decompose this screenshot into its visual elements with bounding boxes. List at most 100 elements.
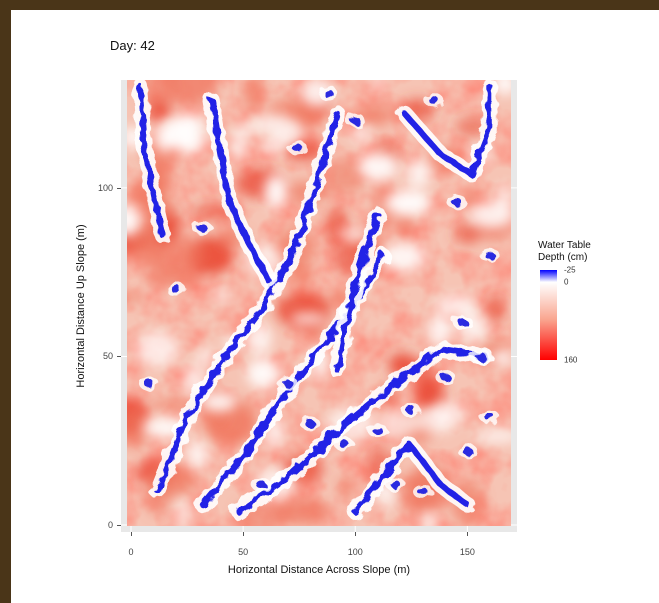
x-axis-label: Horizontal Distance Across Slope (m): [227, 564, 411, 576]
legend-tick-label: 160: [564, 355, 578, 365]
warm-blob: [127, 291, 146, 304]
legend-tick-label: -25: [564, 265, 576, 275]
water-channel: [137, 83, 166, 239]
white-blob: [231, 128, 248, 142]
white-blob: [300, 80, 334, 107]
water-patch: [462, 446, 473, 455]
water-channel: [154, 110, 341, 495]
white-blob: [197, 348, 214, 365]
x-tick-mark: [243, 532, 245, 536]
warm-blob: [462, 189, 480, 207]
water-patch: [439, 372, 450, 381]
legend-title: Water Table Depth (cm): [538, 240, 591, 263]
warm-blob: [244, 80, 264, 112]
color-legend: Water Table Depth (cm) -25 0 160: [538, 240, 591, 365]
water-patch: [350, 116, 361, 125]
warm-blob: [454, 223, 482, 245]
water-patch: [457, 318, 468, 327]
x-tick-mark: [467, 532, 469, 536]
water-patch: [170, 285, 181, 294]
white-blob: [495, 80, 511, 96]
chart-title: Day: 42: [110, 38, 155, 53]
white-blob: [385, 189, 431, 216]
y-tick-label: 50: [102, 351, 113, 362]
y-tick-label: 0: [107, 520, 113, 530]
x-tick-mark: [355, 532, 357, 536]
water-patch: [323, 89, 334, 98]
warm-blob: [275, 497, 331, 525]
warm-blob: [146, 99, 171, 122]
water-patch: [372, 426, 383, 435]
water-patch: [406, 406, 417, 415]
white-blob: [239, 120, 276, 134]
white-blob: [135, 331, 179, 367]
white-blob: [271, 118, 305, 145]
water-patch: [484, 251, 495, 260]
blue-channels: [132, 80, 498, 520]
white-blob: [492, 350, 511, 366]
water-channel: [352, 441, 471, 515]
water-patch: [417, 487, 428, 496]
warm-blob: [414, 369, 439, 409]
white-blob: [497, 183, 511, 214]
white-blob: [475, 429, 511, 444]
white-blob: [289, 313, 327, 325]
legend-gradient: [540, 270, 557, 360]
white-blob: [175, 498, 191, 526]
white-blob: [435, 295, 477, 316]
water-patch: [428, 96, 439, 105]
water-channel: [208, 97, 273, 286]
white-blob: [406, 159, 432, 187]
warm-blob: [144, 268, 203, 288]
x-tick-label: 150: [459, 547, 475, 557]
white-blob: [246, 359, 280, 389]
water-patch: [143, 379, 154, 388]
white-blob: [264, 174, 288, 209]
y-axis-label-text: Horizontal Distance Up Slope (m): [75, 224, 87, 388]
white-blob: [371, 80, 385, 90]
blue-patches: [138, 86, 500, 499]
water-channel: [235, 346, 489, 515]
water-patch: [291, 143, 302, 152]
x-tick-label: 50: [238, 547, 249, 557]
water-channel: [334, 211, 381, 373]
water-patch: [475, 352, 486, 361]
warm-blob: [286, 265, 314, 287]
white-blob: [167, 126, 210, 153]
white-blob: [351, 122, 373, 144]
water-channel: [401, 83, 493, 178]
white-blob: [379, 410, 419, 438]
white-blob: [421, 511, 438, 526]
white-blob: [259, 138, 285, 154]
raster-layer: [127, 80, 511, 526]
legend-colorbar: [540, 270, 557, 360]
warm-blob: [337, 475, 355, 500]
water-patch: [390, 480, 401, 489]
white-blob: [428, 315, 452, 346]
y-tick-mark: [117, 525, 121, 526]
water-patch: [339, 440, 350, 449]
water-patch: [197, 224, 208, 233]
warm-blob: [486, 296, 505, 323]
white-blob: [414, 406, 456, 435]
white-blob: [201, 392, 237, 412]
warm-blob: [127, 412, 151, 450]
white-blob: [230, 141, 248, 158]
water-patch: [256, 480, 267, 489]
water-patch: [451, 197, 462, 206]
x-tick-label: 100: [347, 547, 363, 557]
x-tick-label: 0: [128, 547, 134, 557]
y-tick-mark: [117, 356, 121, 358]
white-blob: [382, 242, 426, 272]
white-blob: [215, 289, 230, 302]
white-blob: [127, 205, 140, 237]
y-tick-mark: [117, 187, 121, 189]
y-tick-label: 100: [97, 182, 113, 193]
water-patch: [282, 379, 293, 388]
legend-tick-label: 0: [564, 277, 569, 287]
white-blob: [186, 440, 209, 469]
water-patch: [305, 419, 316, 428]
water-patch: [484, 413, 495, 422]
heatmap-svg: [121, 80, 517, 532]
white-blob: [358, 152, 399, 181]
